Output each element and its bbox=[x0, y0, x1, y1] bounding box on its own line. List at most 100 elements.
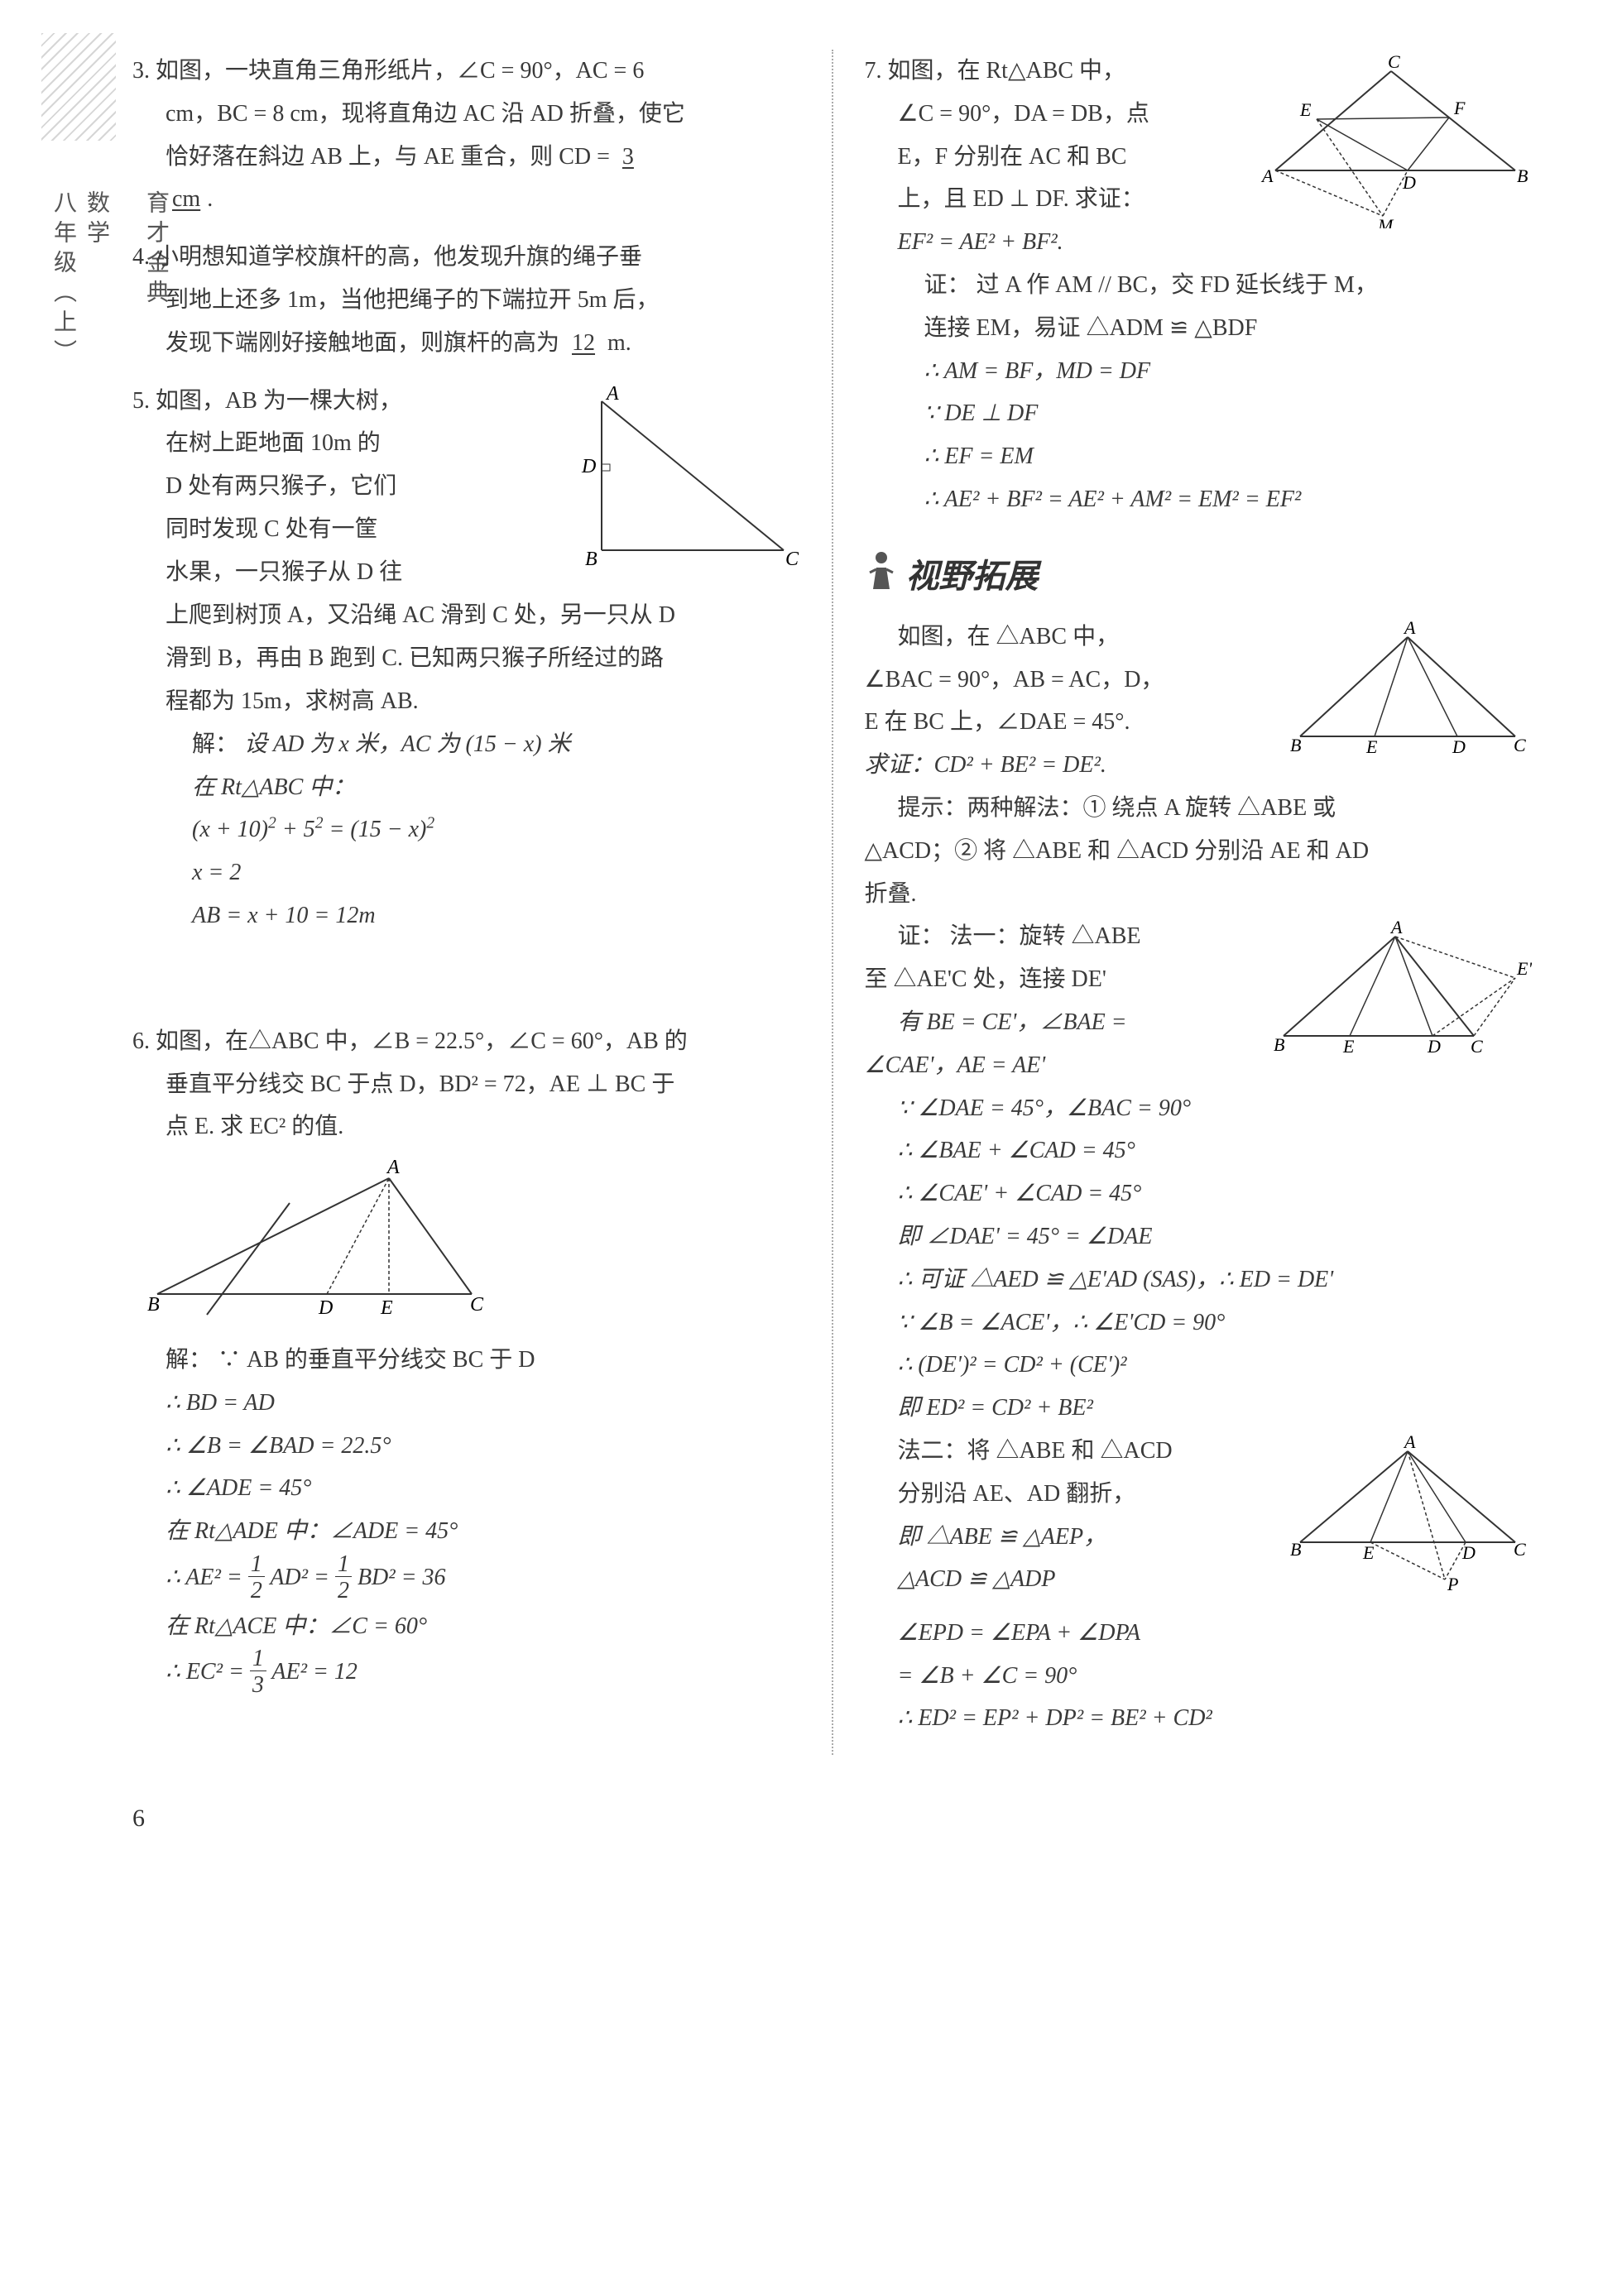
page-number: 6 bbox=[132, 1805, 1532, 1833]
hint-text: △ACD；② 将 △ABE 和 △ACD 分别沿 AE 和 AD bbox=[865, 838, 1370, 864]
vertex-label: A bbox=[605, 385, 619, 405]
vertex-label: B bbox=[585, 549, 597, 570]
proof-label: 证： bbox=[898, 923, 944, 949]
proof-label: 证： bbox=[924, 272, 971, 298]
problem-text: D 处有两只猴子，它们 bbox=[166, 473, 396, 499]
proof-step: 连接 EM，易证 △ADM ≌ △BDF bbox=[924, 315, 1258, 341]
right-column: 7. 如图，在 Rt△ABC 中， ∠C = 90°，DA = DB，点 E，F… bbox=[865, 50, 1533, 1755]
proof-step: ∠EPD = ∠EPA + ∠DPA bbox=[898, 1620, 1141, 1646]
problem-text: 程都为 15m，求树高 AB. bbox=[166, 688, 419, 714]
proof-step: ∴ ED² = EP² + DP² = BE² + CD² bbox=[898, 1705, 1212, 1731]
problem-text: 同时发现 C 处有一筐 bbox=[166, 516, 378, 542]
proof-block: ∠EPD = ∠EPA + ∠DPA = ∠B + ∠C = 90° ∴ ED²… bbox=[898, 1612, 1533, 1740]
solution-step: ∴ ∠B = ∠BAD = 22.5° bbox=[166, 1433, 391, 1459]
svg-text:C: C bbox=[1514, 1539, 1526, 1560]
proof-step: 至 △AE'C 处，连接 DE' bbox=[865, 966, 1106, 992]
svg-text:B: B bbox=[147, 1294, 160, 1316]
vertex-label: C bbox=[785, 549, 799, 570]
problem-text: E，F 分别在 AC 和 BC bbox=[898, 144, 1127, 170]
proof-step: 法二：将 △ABE 和 △ACD bbox=[898, 1438, 1173, 1464]
proof-block: ∵ ∠DAE = 45°，∠BAC = 90° ∴ ∠BAE + ∠CAD = … bbox=[898, 1087, 1533, 1430]
solution-step: (x + 10)2 + 52 = (15 − x)2 bbox=[192, 817, 434, 842]
svg-text:B: B bbox=[1290, 735, 1301, 753]
solution-step: ∵ AB 的垂直平分线交 BC 于 D bbox=[218, 1347, 535, 1373]
solution-step: ∴ BD = AD bbox=[166, 1390, 275, 1416]
proof-step: ∵ ∠DAE = 45°，∠BAC = 90° bbox=[898, 1095, 1192, 1121]
grade-label: 八年级（上） bbox=[50, 190, 76, 369]
problem-text: 点 E. 求 EC² 的值. bbox=[166, 1114, 343, 1139]
column-divider bbox=[832, 50, 833, 1755]
svg-text:E: E bbox=[1299, 99, 1312, 120]
svg-text:B: B bbox=[1290, 1539, 1301, 1560]
proof-step: △ACD ≌ △ADP bbox=[898, 1566, 1056, 1592]
svg-text:B: B bbox=[1274, 1034, 1284, 1052]
figure-ext1: A B E D C bbox=[1284, 621, 1532, 782]
problem-text: ∠BAC = 90°，AB = AC，D， bbox=[865, 667, 1164, 693]
proof-step: ∴ AM = BF，MD = DF bbox=[924, 358, 1151, 384]
answer-blank: 3 bbox=[616, 144, 641, 170]
problem-number: 4. bbox=[132, 244, 150, 270]
svg-text:D: D bbox=[1402, 172, 1416, 193]
problem-text: 如图，在△ABC 中，∠B = 22.5°，∠C = 60°，AB 的 bbox=[156, 1028, 688, 1054]
section-title: 视野拓展 bbox=[906, 546, 1039, 607]
svg-text:E: E bbox=[1362, 1542, 1375, 1563]
problem-6: 6. 如图，在△ABC 中，∠B = 22.5°，∠C = 60°，AB 的 垂… bbox=[132, 1020, 800, 1699]
problem-text: 如图，在 Rt△ABC 中， bbox=[888, 58, 1126, 84]
person-icon bbox=[865, 549, 898, 604]
problem-text: 滑到 B，再由 B 跑到 C. 已知两只猴子所经过的路 bbox=[166, 645, 664, 671]
svg-text:D: D bbox=[318, 1297, 333, 1319]
problem-text: 垂直平分线交 BC 于点 D，BD² = 72，AE ⊥ BC 于 bbox=[166, 1071, 674, 1097]
solution-step: ∴ EC² = 13 AE² = 12 bbox=[166, 1659, 358, 1685]
figure-p5: A D B C bbox=[577, 385, 800, 590]
problem-text: 水果，一只猴子从 D 往 bbox=[166, 559, 402, 585]
proof-step: 法一：旋转 △ABE bbox=[950, 923, 1141, 949]
proof-step: ∴ ∠BAE + ∠CAD = 45° bbox=[898, 1138, 1135, 1163]
subject-label: 数学 bbox=[84, 190, 109, 250]
expr-part: + 5 bbox=[282, 817, 315, 842]
expr-part: AD² = bbox=[270, 1565, 335, 1590]
solution-label: 解： bbox=[192, 731, 238, 757]
svg-text:F: F bbox=[1453, 98, 1466, 118]
svg-text:C: C bbox=[1471, 1036, 1483, 1052]
problem-text: 如图，AB 为一棵大树， bbox=[156, 388, 402, 414]
proof-step: ∴ EF = EM bbox=[924, 443, 1034, 469]
hint-text: 折叠. bbox=[865, 881, 917, 907]
proof-block: 法二：将 △ABE 和 △ACD 分别沿 AE、AD 翻折， 即 △ABE ≌ … bbox=[898, 1430, 1276, 1612]
svg-text:E: E bbox=[1365, 736, 1378, 753]
solution-step: 设 AD 为 x 米，AC 为 (15 − x) 米 bbox=[244, 731, 571, 757]
problem-5: 5. 如图，AB 为一棵大树， 在树上距地面 10m 的 D 处有两只猴子，它们… bbox=[132, 380, 800, 937]
proof-step: 有 BE = CE'，∠BAE = bbox=[898, 1009, 1127, 1035]
svg-text:P: P bbox=[1447, 1574, 1458, 1592]
solution-step: ∴ AE² = 12 AD² = 12 BD² = 36 bbox=[166, 1565, 446, 1590]
problem-text: 如图，一块直角三角形纸片，∠C = 90°，AC = 6 bbox=[156, 58, 644, 84]
expr-part: AE² = 12 bbox=[271, 1659, 358, 1685]
proof-step: 即 ED² = CD² + BE² bbox=[898, 1395, 1093, 1421]
svg-text:E: E bbox=[380, 1297, 393, 1319]
left-column: 3. 如图，一块直角三角形纸片，∠C = 90°，AC = 6 cm，BC = … bbox=[132, 50, 800, 1755]
proof-step: ∵ DE ⊥ DF bbox=[924, 400, 1039, 426]
svg-text:M: M bbox=[1377, 215, 1394, 228]
problem-number: 6. bbox=[132, 1028, 150, 1054]
svg-text:B: B bbox=[1517, 165, 1528, 186]
section-header: 视野拓展 bbox=[865, 546, 1533, 607]
expr-part: (x + 10) bbox=[192, 817, 268, 842]
extension-problem: 如图，在 △ABC 中， ∠BAC = 90°，AB = AC，D， E 在 B… bbox=[865, 616, 1533, 1740]
svg-text:D: D bbox=[1427, 1036, 1441, 1052]
problem-text: 到地上还多 1m，当他把绳子的下端拉开 5m 后， bbox=[166, 287, 660, 313]
svg-text:A: A bbox=[1389, 920, 1403, 937]
hint-text: 提示：两种解法：① 绕点 A 旋转 △ABE 或 bbox=[898, 795, 1336, 821]
svg-text:C: C bbox=[1388, 55, 1400, 72]
problem-text: EF² = AE² + BF². bbox=[898, 229, 1063, 255]
page-content: 3. 如图，一块直角三角形纸片，∠C = 90°，AC = 6 cm，BC = … bbox=[132, 50, 1532, 1755]
problem-text: 恰好落在斜边 AB 上，与 AE 重合，则 CD = bbox=[166, 144, 616, 170]
proof-step: ∴ AE² + BF² = AE² + AM² = EM² = EF² bbox=[924, 487, 1302, 512]
solution-step: ∴ ∠ADE = 45° bbox=[166, 1475, 311, 1501]
figure-ext3: A B E D C P bbox=[1284, 1435, 1532, 1607]
proof-step: 即 △ABE ≌ △AEP， bbox=[898, 1524, 1107, 1550]
problem-3: 3. 如图，一块直角三角形纸片，∠C = 90°，AC = 6 cm，BC = … bbox=[132, 50, 800, 221]
expr-part: = (15 − x) bbox=[329, 817, 426, 842]
problem-text: 上，且 ED ⊥ DF. 求证： bbox=[898, 186, 1145, 212]
expr-part: ∴ EC² = bbox=[166, 1659, 250, 1685]
svg-text:E': E' bbox=[1516, 958, 1532, 979]
svg-text:C: C bbox=[1514, 735, 1526, 753]
